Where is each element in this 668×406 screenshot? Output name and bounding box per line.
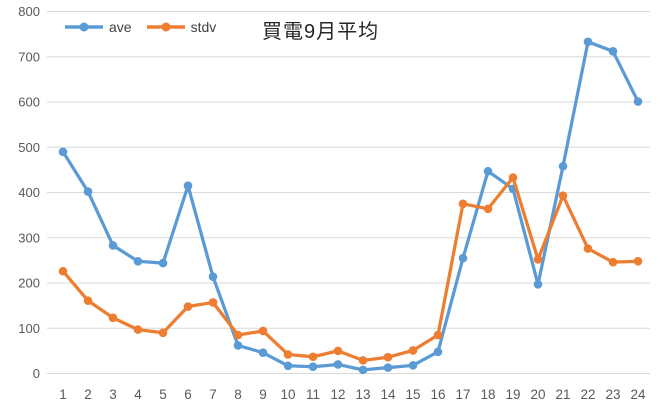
x-tick-label-19: 19 [505,387,520,402]
x-tick-label-8: 8 [234,387,242,402]
stdv-point-11[interactable] [308,352,318,362]
x-tick-label-9: 9 [259,387,267,402]
ave-point-23[interactable] [608,47,618,56]
y-tick-label-800: 800 [18,4,40,19]
y-tick-label-0: 0 [33,366,40,381]
stdv-line-swatch [146,22,185,32]
legend-item-ave[interactable]: ave [64,20,132,34]
ave-point-22[interactable] [583,37,593,47]
ave-point-8[interactable] [233,341,243,350]
y-tick-label-300: 300 [18,230,40,245]
ave-point-1[interactable] [58,147,68,157]
stdv-point-5[interactable] [158,328,168,338]
stdv-point-6[interactable] [183,302,193,311]
x-tick-label-24: 24 [630,387,646,402]
ave-point-13[interactable] [358,365,368,375]
stdv-point-23[interactable] [608,257,618,267]
ave-point-14[interactable] [383,363,393,372]
x-tick-label-20: 20 [530,387,545,402]
ave-point-16[interactable] [433,347,443,357]
stdv-point-17[interactable] [458,199,468,209]
stdv-point-2[interactable] [83,296,93,305]
x-tick-label-5: 5 [159,387,167,402]
chart-title[interactable]: 買電9月平均 [262,21,380,43]
x-tick-label-13: 13 [355,387,370,402]
ave-point-11[interactable] [308,362,318,372]
x-tick-label-21: 21 [555,387,570,402]
y-tick-label-700: 700 [18,49,40,64]
stdv-point-15[interactable] [408,346,418,355]
ave-point-12[interactable] [333,360,343,369]
y-tick-label-400: 400 [18,185,40,200]
ave-point-2[interactable] [83,187,93,196]
stdv-point-3[interactable] [108,313,118,323]
stdv-point-13[interactable] [358,356,368,365]
ave-point-9[interactable] [258,348,268,357]
x-tick-label-15: 15 [405,387,420,402]
ave-point-15[interactable] [408,361,418,370]
x-tick-label-10: 10 [280,387,295,402]
x-tick-label-16: 16 [430,387,445,402]
x-tick-label-11: 11 [306,387,320,402]
x-tick-label-2: 2 [84,387,92,402]
ave-point-3[interactable] [108,241,118,250]
stdv-point-10[interactable] [283,350,293,359]
stdv-point-1[interactable] [58,266,68,276]
legend: ave stdv [64,20,216,34]
stdv-point-12[interactable] [333,346,343,356]
x-tick-label-1: 1 [59,387,67,402]
stdv-point-24[interactable] [633,256,643,266]
y-tick-label-600: 600 [18,95,40,110]
x-tick-label-3: 3 [109,387,117,402]
ave-line[interactable] [61,40,640,372]
ave-point-17[interactable] [458,253,468,263]
stdv-point-8[interactable] [233,330,243,340]
ave-point-18[interactable] [483,166,493,176]
x-tick-label-12: 12 [330,387,345,402]
ave-point-21[interactable] [558,161,568,171]
stdv-point-22[interactable] [583,244,593,253]
y-tick-label-200: 200 [18,276,40,291]
stdv-point-18[interactable] [483,204,493,214]
stdv-point-20[interactable] [533,255,543,264]
y-tick-label-500: 500 [18,140,40,155]
x-tick-label-22: 22 [580,387,595,402]
ave-point-20[interactable] [533,280,543,289]
x-tick-label-7: 7 [209,387,217,402]
ave-line-swatch [65,22,103,32]
ave-point-4[interactable] [133,256,143,266]
y-tick-label-100: 100 [18,321,40,336]
stdv-point-7[interactable] [208,298,218,307]
legend-label-stdv: stdv [190,19,217,35]
ave-point-5[interactable] [158,258,168,268]
stdv-line[interactable] [61,175,640,363]
ave-point-7[interactable] [208,272,218,281]
x-tick-label-23: 23 [605,387,620,402]
stdv-point-4[interactable] [133,325,143,334]
stdv-point-19[interactable] [508,173,518,182]
ave-point-6[interactable] [183,181,193,191]
stdv-point-9[interactable] [258,326,268,336]
x-tick-label-17: 17 [455,387,470,402]
x-tick-label-18: 18 [480,387,495,402]
stdv-point-14[interactable] [383,352,393,362]
x-tick-label-4: 4 [134,387,142,402]
ave-point-10[interactable] [283,361,293,371]
x-tick-label-14: 14 [380,387,396,402]
ave-point-24[interactable] [633,97,643,106]
x-tick-label-6: 6 [184,387,192,402]
stdv-point-16[interactable] [433,330,443,340]
legend-item-stdv[interactable]: stdv [146,19,217,35]
stdv-point-21[interactable] [558,191,568,200]
legend-label-ave: ave [109,19,132,35]
